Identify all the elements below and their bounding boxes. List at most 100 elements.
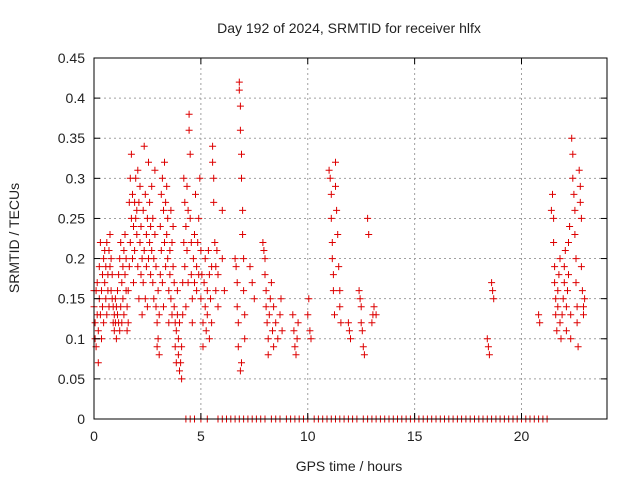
data-point [359, 343, 367, 351]
data-point [551, 279, 559, 287]
data-point [203, 311, 211, 319]
data-point [357, 319, 365, 327]
data-point [106, 263, 114, 271]
data-point [328, 239, 336, 246]
data-point [133, 206, 141, 214]
y-tick-label: 0.25 [58, 210, 85, 226]
data-point [364, 214, 372, 222]
data-point [148, 182, 156, 190]
data-point [118, 279, 126, 287]
data-point [235, 86, 243, 94]
data-point [231, 255, 239, 263]
data-point [205, 335, 213, 343]
data-point [122, 255, 130, 263]
data-point [564, 287, 571, 295]
data-point [259, 239, 267, 246]
data-point [157, 190, 165, 198]
data-point [197, 295, 205, 303]
data-point [269, 327, 276, 335]
data-point [212, 263, 220, 271]
data-point [154, 287, 162, 295]
data-point [178, 375, 186, 383]
data-point [292, 351, 300, 359]
data-point [101, 279, 109, 287]
data-point [277, 295, 285, 303]
data-point [573, 319, 581, 327]
data-point [576, 182, 584, 190]
data-point [202, 327, 210, 335]
data-point [327, 190, 335, 198]
data-point [566, 223, 574, 230]
data-point [201, 255, 209, 263]
data-point [121, 271, 129, 279]
data-point [105, 247, 113, 254]
data-point [193, 263, 201, 271]
data-point [560, 263, 568, 271]
data-point [135, 198, 143, 206]
data-point [558, 311, 566, 319]
data-point [150, 295, 158, 303]
data-point [234, 319, 242, 327]
data-point [567, 335, 575, 343]
data-point [130, 223, 137, 230]
data-points [90, 78, 589, 423]
data-point [213, 247, 221, 254]
data-point [336, 303, 344, 311]
data-point [103, 311, 111, 319]
data-point [555, 271, 563, 279]
data-point [554, 303, 562, 311]
data-point [207, 295, 214, 303]
data-point [289, 311, 297, 319]
data-point [133, 231, 141, 238]
data-point [184, 279, 192, 287]
data-point [189, 255, 197, 263]
data-point [163, 231, 171, 238]
data-point [241, 335, 249, 343]
data-point [140, 247, 148, 254]
data-point [208, 319, 216, 327]
data-point [345, 327, 353, 335]
data-point [368, 319, 376, 327]
x-tick-label: 0 [90, 428, 98, 444]
data-point [356, 295, 364, 303]
data-point [218, 255, 226, 263]
data-point [156, 271, 164, 279]
data-point [191, 279, 198, 287]
data-point [162, 263, 170, 271]
chart-title: Day 192 of 2024, SRMTID for receiver hlf… [217, 20, 481, 36]
data-point [344, 319, 352, 327]
data-point [108, 271, 116, 279]
data-point [148, 247, 156, 254]
data-point [236, 126, 244, 134]
data-point [146, 198, 154, 206]
data-point [484, 343, 492, 351]
data-point [160, 303, 167, 311]
data-point [210, 198, 218, 206]
data-point [124, 287, 132, 295]
data-point [553, 327, 561, 335]
data-point [357, 303, 365, 311]
data-point [210, 174, 218, 182]
data-point [99, 303, 106, 311]
data-point [236, 102, 244, 110]
data-point [174, 351, 182, 359]
data-point [337, 319, 345, 327]
data-point [116, 327, 124, 335]
data-point [179, 311, 187, 319]
data-point [98, 287, 105, 295]
data-point [172, 327, 180, 335]
data-point [137, 223, 145, 230]
data-point [576, 198, 584, 206]
data-point [180, 239, 188, 246]
grid [94, 58, 607, 419]
data-point [547, 206, 555, 214]
data-point [151, 166, 159, 174]
data-point [185, 110, 193, 118]
y-tick-label: 0.05 [58, 371, 85, 387]
x-tick-label: 10 [300, 428, 316, 444]
data-point [238, 150, 245, 158]
data-point [262, 303, 270, 311]
data-point [335, 263, 343, 271]
data-point [173, 287, 181, 295]
data-point [135, 295, 143, 303]
